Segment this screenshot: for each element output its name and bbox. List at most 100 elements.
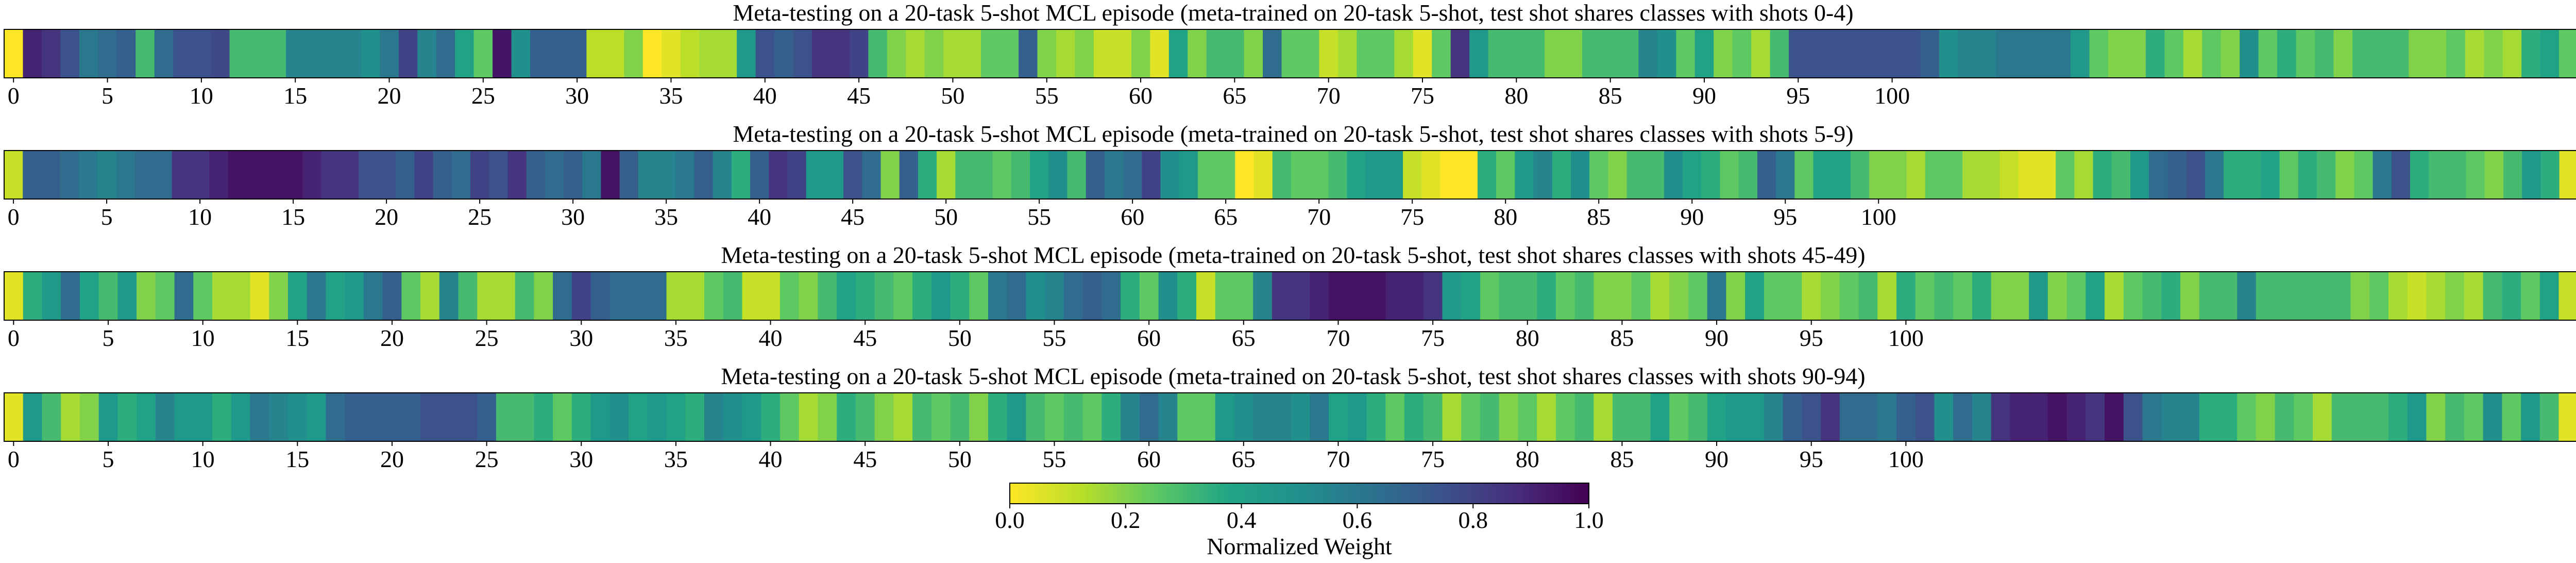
heatmap-cell bbox=[1619, 29, 1639, 78]
heatmap-cell bbox=[1976, 29, 1996, 78]
heatmap-cell bbox=[1877, 272, 1897, 320]
heatmap-cell bbox=[723, 393, 743, 441]
heatmap-panel-2: Meta-testing on a 20-task 5-shot MCL epi… bbox=[4, 121, 2576, 230]
heatmap-cell bbox=[2315, 29, 2334, 78]
heatmap-cell bbox=[1086, 151, 1105, 199]
heatmap-cell bbox=[1925, 151, 1944, 199]
x-tick-label: 0 bbox=[8, 446, 20, 472]
heatmap-cell bbox=[1537, 272, 1556, 320]
heatmap-cell bbox=[1613, 393, 1632, 441]
x-tick-label: 80 bbox=[1504, 82, 1528, 109]
heatmap-cell bbox=[1461, 272, 1481, 320]
heatmap-cell bbox=[1943, 151, 1963, 199]
heatmap-cell bbox=[304, 29, 324, 78]
x-tick-label: 40 bbox=[748, 204, 771, 230]
heatmap-cell bbox=[1920, 29, 1940, 78]
heatmap-cell bbox=[515, 393, 535, 441]
heatmap-cell bbox=[2464, 272, 2484, 320]
heatmap-cell bbox=[1563, 29, 1583, 78]
heatmap-cell bbox=[4, 393, 24, 441]
heatmap-cell bbox=[2522, 151, 2541, 199]
heatmap-cell bbox=[2089, 29, 2109, 78]
heatmap-cell bbox=[1423, 393, 1443, 441]
heatmap-cell bbox=[2388, 272, 2408, 320]
heatmap-cell bbox=[1726, 272, 1745, 320]
x-tick-label: 80 bbox=[1494, 204, 1517, 230]
heatmap-cell bbox=[1366, 393, 1386, 441]
heatmap-cell bbox=[1631, 272, 1651, 320]
heatmap-cell bbox=[2483, 393, 2502, 441]
heatmap-cell bbox=[209, 151, 229, 199]
heatmap-cell bbox=[761, 272, 781, 320]
x-tick-label: 45 bbox=[853, 446, 877, 472]
heatmap-cell bbox=[1638, 29, 1658, 78]
x-tick-label: 50 bbox=[948, 325, 972, 351]
heatmap-cell bbox=[685, 393, 705, 441]
heatmap-cell bbox=[79, 29, 98, 78]
heatmap-cell bbox=[1915, 272, 1935, 320]
heatmap-cell bbox=[2388, 393, 2408, 441]
heatmap-cell bbox=[4, 151, 23, 199]
heatmap-cell bbox=[2010, 393, 2029, 441]
heatmap-cell bbox=[545, 151, 564, 199]
x-tick-label: 95 bbox=[1786, 82, 1810, 109]
heatmap-cell bbox=[493, 29, 512, 78]
heatmap-cell bbox=[1574, 393, 1594, 441]
heatmap-cell bbox=[326, 393, 345, 441]
heatmap-cell bbox=[657, 151, 676, 199]
x-tick-label: 75 bbox=[1421, 325, 1445, 351]
x-tick-label: 5 bbox=[101, 82, 113, 109]
heatmap-cell bbox=[2539, 393, 2560, 441]
heatmap-cell bbox=[2426, 393, 2446, 441]
heatmap-cell bbox=[1310, 393, 1329, 441]
heatmap-cell bbox=[2183, 29, 2202, 78]
heatmap-cell bbox=[818, 393, 837, 441]
heatmap-cell bbox=[1906, 151, 1926, 199]
heatmap-2-frame bbox=[4, 150, 2576, 200]
heatmap-cell bbox=[1440, 151, 1460, 199]
heatmap-cell bbox=[2354, 151, 2374, 199]
x-tick-label: 60 bbox=[1137, 446, 1161, 472]
heatmap-cell bbox=[250, 272, 269, 320]
heatmap-cell bbox=[401, 393, 421, 441]
heatmap-cell bbox=[212, 393, 232, 441]
heatmap-cell bbox=[41, 29, 61, 78]
heatmap-cell bbox=[638, 151, 657, 199]
heatmap-cell bbox=[1319, 29, 1338, 78]
heatmap-cell bbox=[2407, 272, 2427, 320]
x-tick-label: 35 bbox=[654, 204, 678, 230]
heatmap-cell bbox=[231, 393, 251, 441]
heatmap-cell bbox=[2371, 29, 2391, 78]
heatmap-cell bbox=[137, 393, 156, 441]
heatmap-cell bbox=[609, 272, 629, 320]
heatmap-cell bbox=[1821, 393, 1840, 441]
heatmap-cell bbox=[2237, 393, 2257, 441]
heatmap-cell bbox=[1045, 272, 1064, 320]
heatmap-cell bbox=[455, 29, 474, 78]
heatmap-cell bbox=[530, 29, 550, 78]
heatmap-cell bbox=[2261, 151, 2280, 199]
heatmap-cell bbox=[1934, 272, 1954, 320]
heatmap-cell bbox=[1631, 393, 1651, 441]
heatmap-cell bbox=[924, 29, 944, 78]
heatmap-cell bbox=[116, 29, 136, 78]
heatmap-cell bbox=[420, 393, 440, 441]
heatmap-cell bbox=[981, 29, 1001, 78]
heatmap-cell bbox=[2199, 272, 2218, 320]
heatmap-cell bbox=[2123, 393, 2143, 441]
heatmap-cell bbox=[1802, 393, 1821, 441]
heatmap-4-cells bbox=[4, 393, 2576, 441]
heatmap-cell bbox=[779, 393, 800, 441]
heatmap-cell bbox=[918, 151, 937, 199]
heatmap-cell bbox=[1499, 272, 1518, 320]
heatmap-cell bbox=[401, 272, 421, 320]
heatmap-cell bbox=[2199, 393, 2218, 441]
heatmap-cell bbox=[231, 272, 251, 320]
heatmap-cell bbox=[1732, 29, 1752, 78]
heatmap-cell bbox=[862, 151, 882, 199]
heatmap-2-title: Meta-testing on a 20-task 5-shot MCL epi… bbox=[733, 121, 1853, 147]
heatmap-cell bbox=[1026, 272, 1045, 320]
heatmap-cell bbox=[2331, 393, 2351, 441]
x-tick-label: 75 bbox=[1400, 204, 1424, 230]
heatmap-cell bbox=[2167, 151, 2187, 199]
